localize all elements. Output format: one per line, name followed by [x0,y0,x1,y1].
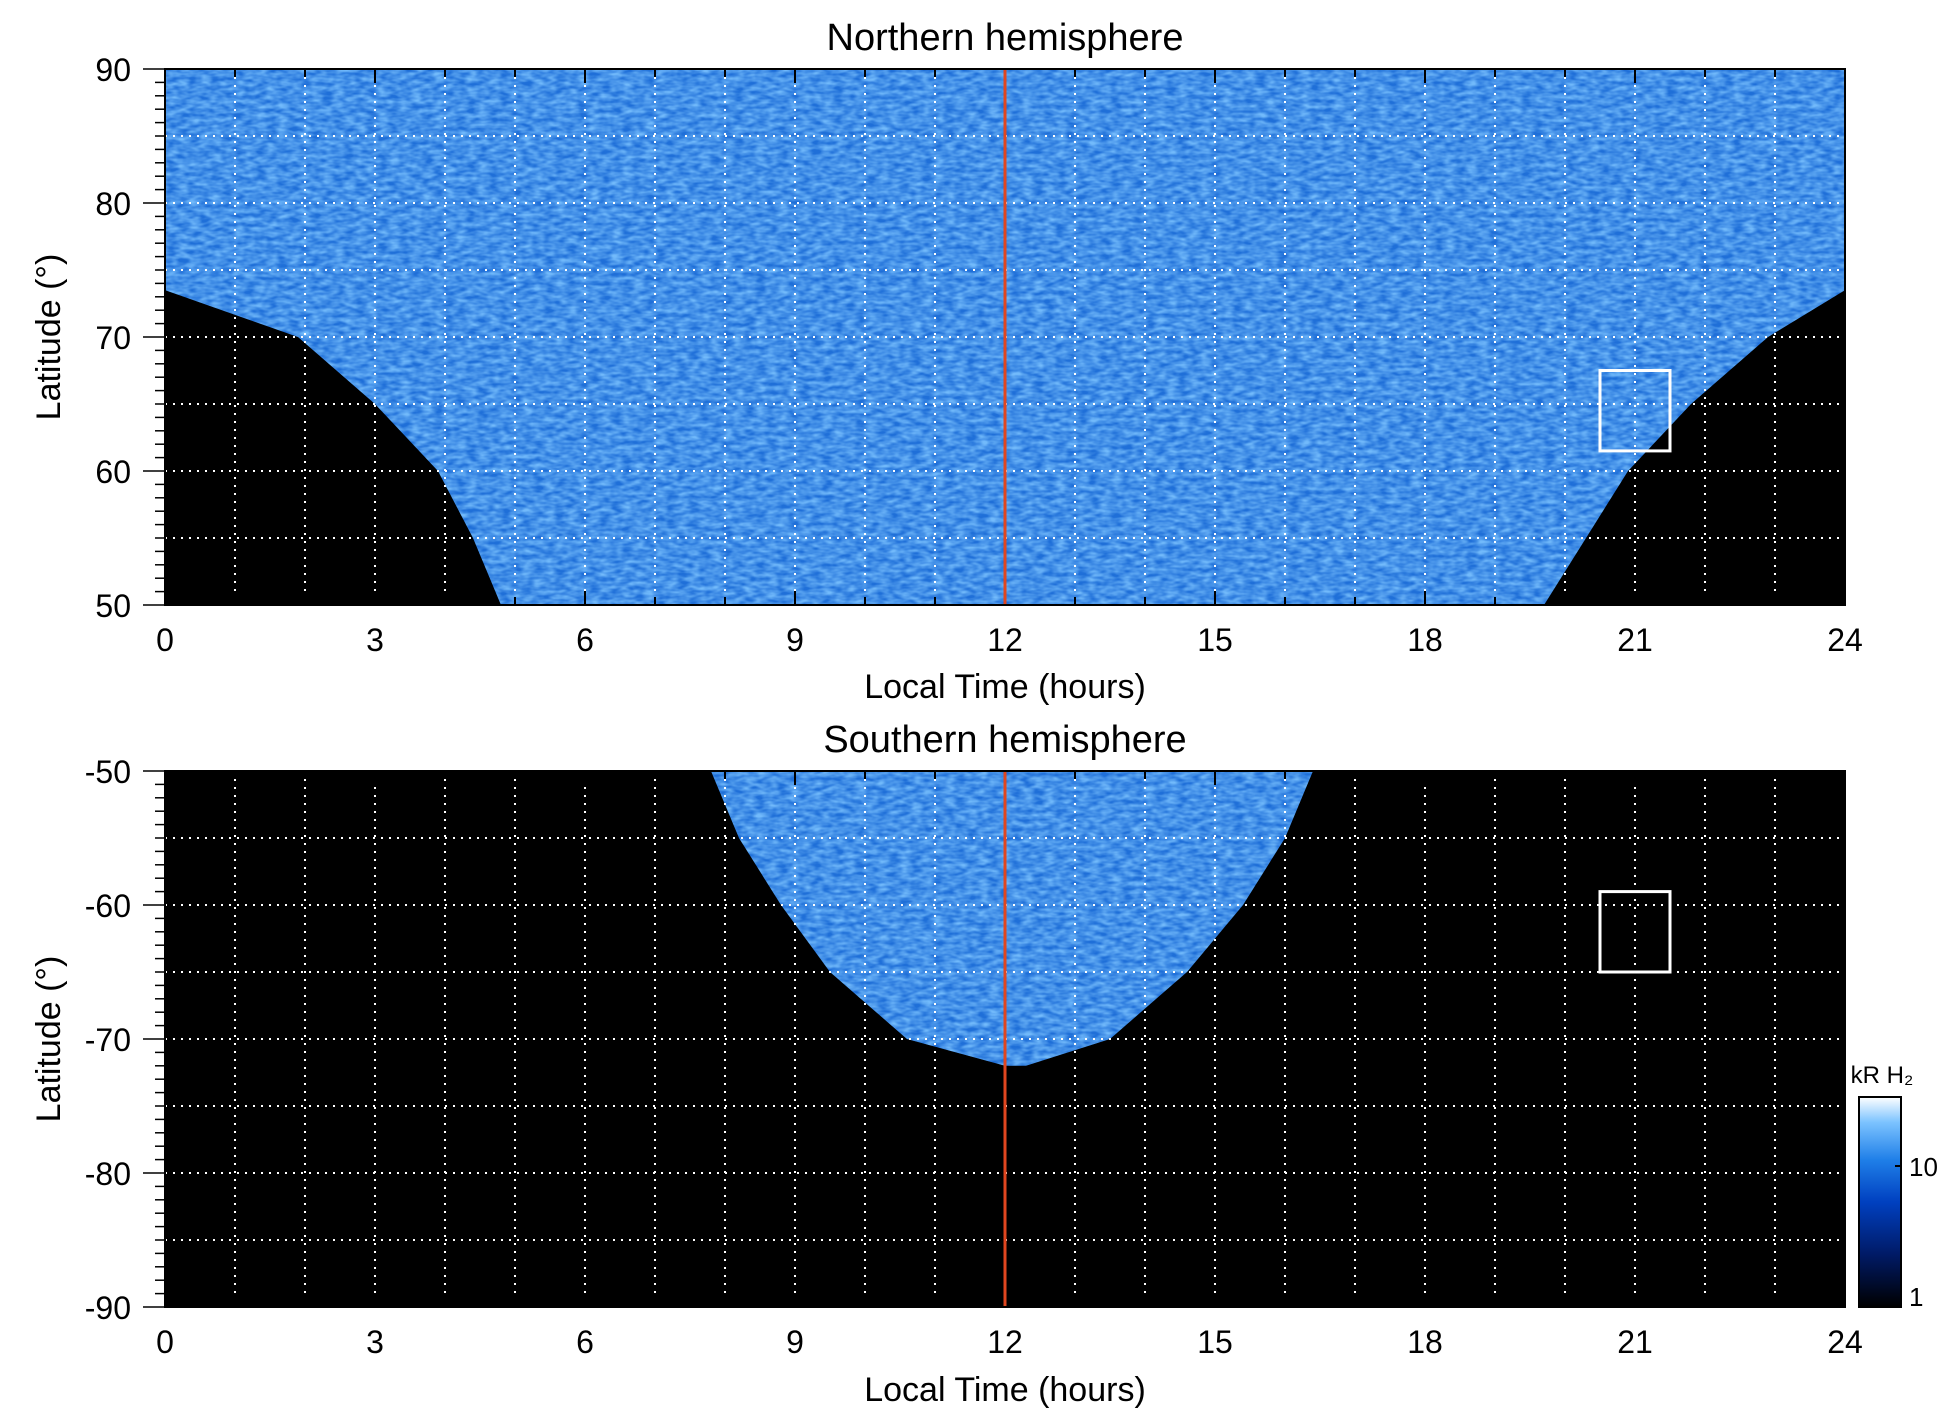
north-x-tick-label: 0 [156,622,174,658]
south-x-tick-label: 15 [1197,1324,1233,1360]
south-y-tick-label: -60 [85,888,131,924]
north-highlight-box [1598,369,1672,453]
south-highlight-box [1598,890,1672,974]
south-y-tick-label: -70 [85,1022,131,1058]
south-emission-region [711,771,1313,1066]
north-x-tick-label: 24 [1827,622,1863,658]
south-x-axis-label: Local Time (hours) [864,1371,1146,1409]
colorbar: kR H₂ 10 1 [1851,1062,1938,1312]
south-x-tick-label: 21 [1617,1324,1653,1360]
north-x-axis-label: Local Time (hours) [864,668,1146,706]
north-x-tick-label: 3 [366,622,384,658]
south-x-tick-labels: 0 3 6 9 12 15 18 21 24 [156,1324,1863,1360]
north-y-axis-label: Latitude (°) [30,254,68,421]
south-y-tick-label: -80 [85,1156,131,1192]
south-x-tick-label: 12 [987,1324,1023,1360]
south-title: Southern hemisphere [823,719,1186,761]
south-y-axis-label: Latitude (°) [30,956,68,1123]
south-y-tick-label: -90 [85,1290,131,1326]
north-x-tick-label: 18 [1407,622,1443,658]
south-emission-texture [711,771,1313,1066]
north-y-tick-label: 50 [95,588,131,624]
colorbar-label: kR H₂ [1851,1062,1914,1089]
north-panel: Northern hemisphere 0 3 6 9 12 15 18 21 24 50 60 7… [30,17,1863,706]
north-y-tick-label: 60 [95,454,131,490]
south-x-tick-label: 0 [156,1324,174,1360]
north-y-tick-label: 80 [95,186,131,222]
south-panel: Southern hemisphere 0 3 6 9 12 15 18 21 24 -90 -8… [30,719,1863,1409]
north-plot-frame [164,68,1846,606]
south-y-tick-labels: -90 -80 -70 -60 -50 [85,754,131,1326]
south-plot-frame [164,770,1846,1308]
north-x-tick-labels: 0 3 6 9 12 15 18 21 24 [156,622,1863,658]
north-y-tick-label: 70 [95,320,131,356]
south-y-tick-label: -50 [85,754,131,790]
north-x-tick-label: 21 [1617,622,1653,658]
colorbar-tick-label-10: 10 [1909,1152,1938,1182]
south-x-tick-label: 24 [1827,1324,1863,1360]
north-x-tick-label: 9 [786,622,804,658]
south-x-tick-label: 6 [576,1324,594,1360]
south-x-tick-label: 9 [786,1324,804,1360]
south-x-tick-label: 18 [1407,1324,1443,1360]
north-x-tick-label: 12 [987,622,1023,658]
colorbar-tick-label-1: 1 [1909,1282,1923,1312]
north-x-tick-label: 15 [1197,622,1233,658]
north-y-tick-labels: 50 60 70 80 90 [95,52,131,624]
colorbar-gradient [1858,1096,1902,1308]
north-y-tick-label: 90 [95,52,131,88]
north-title: Northern hemisphere [827,17,1184,59]
north-x-tick-label: 6 [576,622,594,658]
south-grid [165,771,1845,1307]
south-x-tick-label: 3 [366,1324,384,1360]
